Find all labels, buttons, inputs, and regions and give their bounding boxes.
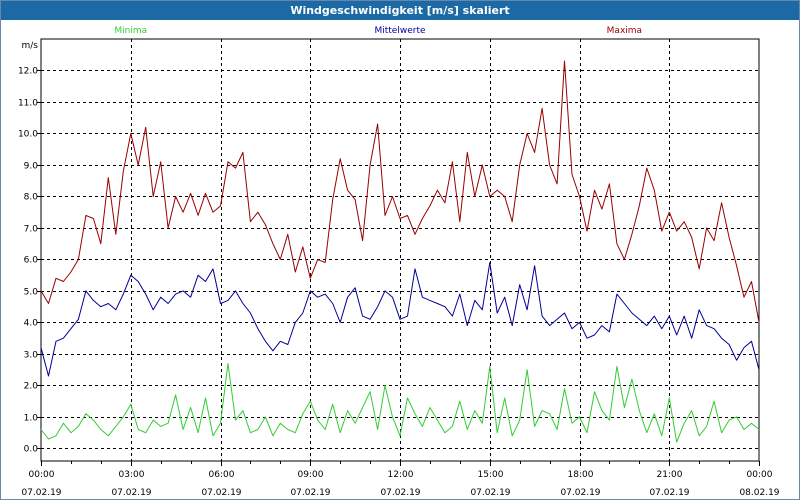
y-tick-label: 10.0 — [18, 130, 38, 140]
y-tick-label: 3.0 — [24, 351, 39, 361]
x-tick-date-label: 08.02.19 — [739, 488, 779, 498]
y-tick-label: 6.0 — [24, 256, 39, 266]
y-tick-label: 0.0 — [24, 445, 39, 455]
x-tick-time-label: 00:00 — [29, 470, 55, 480]
y-tick-label: 11.0 — [18, 99, 38, 109]
legend-item-minima: Minima — [114, 26, 147, 36]
x-tick-date-label: 07.02.19 — [470, 488, 510, 498]
y-tick-label: 12.0 — [18, 67, 38, 77]
x-tick-time-label: 06:00 — [209, 470, 235, 480]
legend-item-maxima: Maxima — [607, 26, 642, 36]
legend-item-mittelwerte: Mittelwerte — [374, 26, 425, 36]
x-tick-time-label: 00:00 — [747, 470, 773, 480]
y-tick-label: 8.0 — [24, 193, 39, 203]
window-title: Windgeschwindigkeit [m/s] skaliert — [1, 1, 799, 20]
x-tick-time-label: 18:00 — [568, 470, 594, 480]
x-tick-date-label: 07.02.19 — [21, 488, 61, 498]
y-tick-label: 1.0 — [24, 414, 39, 424]
x-tick-date-label: 07.02.19 — [290, 488, 330, 498]
series-line-mittelwerte — [40, 262, 760, 377]
x-tick-time-label: 09:00 — [298, 470, 324, 480]
y-tick-label: 7.0 — [24, 225, 39, 235]
x-tick-date-label: 07.02.19 — [560, 488, 600, 498]
x-tick-date-label: 07.02.19 — [201, 488, 241, 498]
x-tick-date-label: 07.02.19 — [649, 488, 689, 498]
x-tick-date-label: 07.02.19 — [380, 488, 420, 498]
x-tick-time-label: 15:00 — [478, 470, 504, 480]
x-tick-time-label: 03:00 — [119, 470, 145, 480]
y-tick-label: 2.0 — [24, 382, 39, 392]
y-tick-label: 9.0 — [24, 162, 39, 172]
y-axis-label: m/s — [22, 41, 39, 51]
series-line-minima — [40, 362, 760, 443]
y-tick-label: 5.0 — [24, 288, 39, 298]
series-line-maxima — [40, 60, 760, 323]
wind-speed-chart: 0.0 1.0 2.0 3.0 4.0 5.0 6.0 7.0 8.0 9.0 10.0 11.0 12… — [18, 26, 780, 498]
x-tick-date-label: 07.02.19 — [111, 488, 151, 498]
x-tick-time-label: 21:00 — [657, 470, 683, 480]
x-tick-time-label: 12:00 — [388, 470, 414, 480]
y-tick-label: 4.0 — [24, 319, 39, 329]
